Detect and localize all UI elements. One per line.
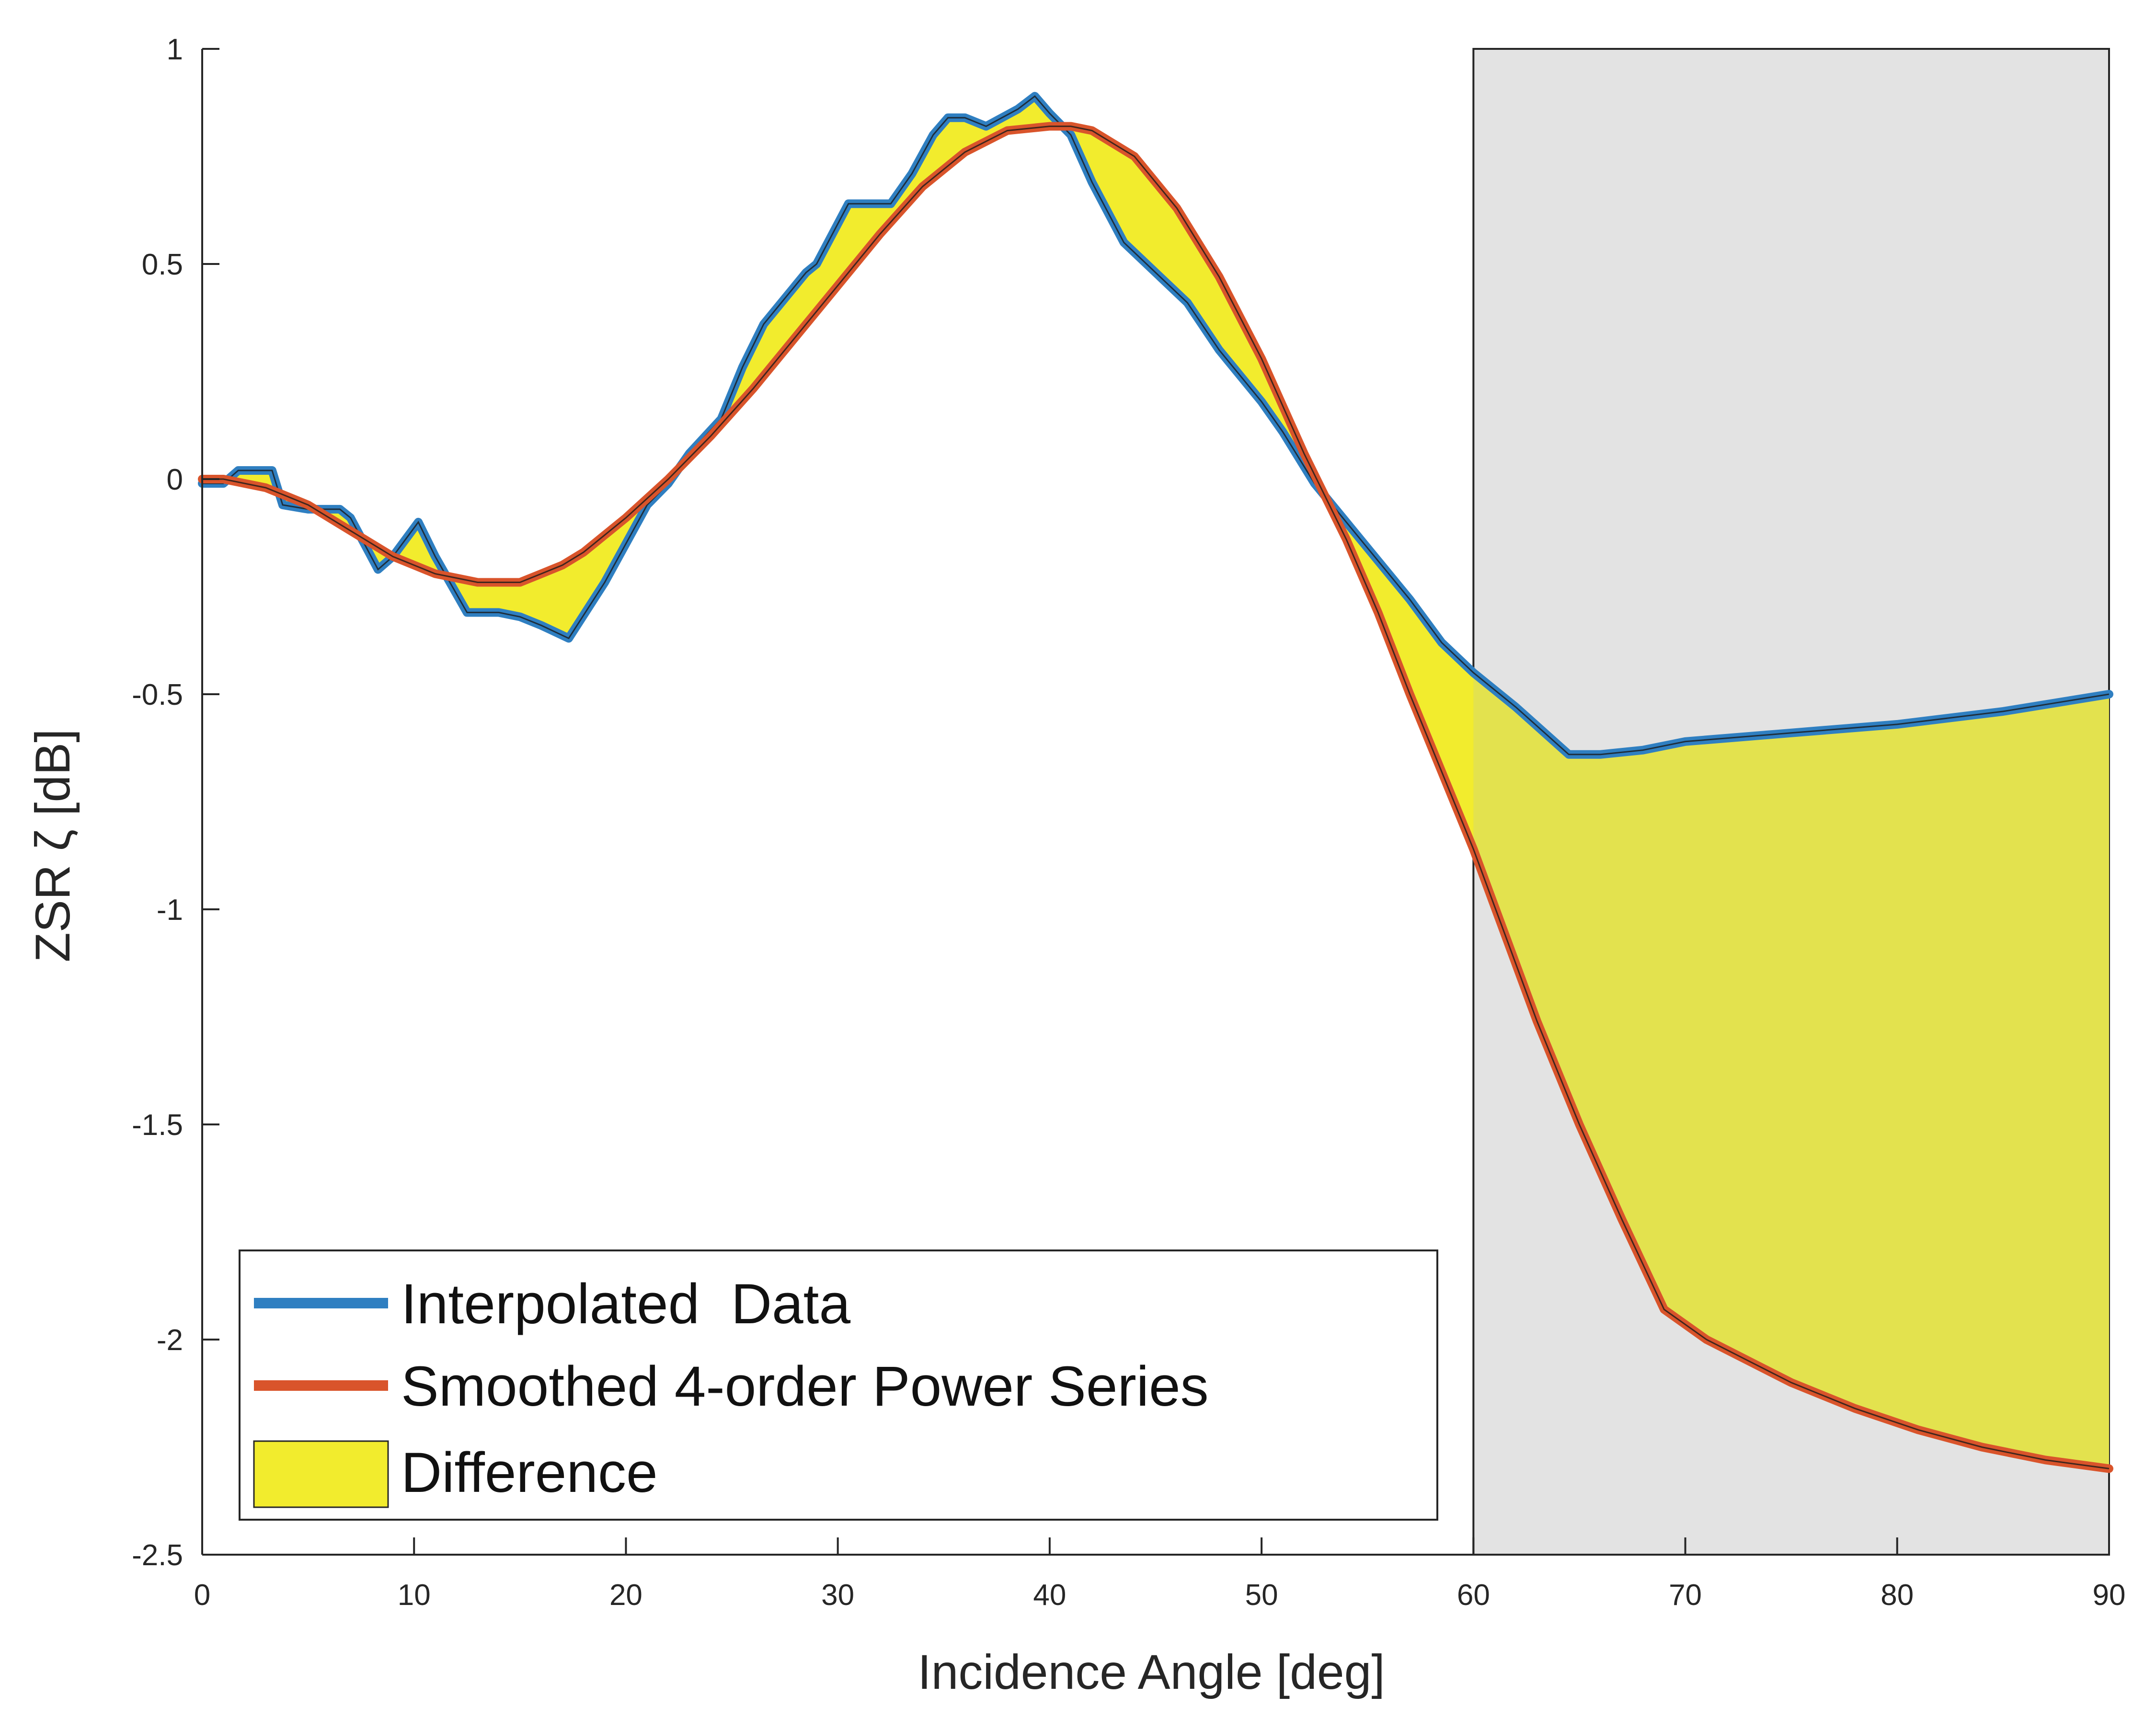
legend-swatch-difference bbox=[253, 1440, 389, 1508]
x-tick-label: 50 bbox=[1245, 1579, 1278, 1612]
legend-label-difference: Difference bbox=[401, 1441, 658, 1504]
x-tick-label: 0 bbox=[194, 1579, 210, 1612]
y-tick-label: -2 bbox=[157, 1324, 183, 1357]
y-tick-label: -1.5 bbox=[132, 1109, 183, 1142]
difference-fill-shaded bbox=[1473, 673, 2109, 1469]
legend-box bbox=[239, 1249, 1438, 1521]
x-tick-label: 10 bbox=[398, 1579, 431, 1612]
x-tick-label: 30 bbox=[821, 1579, 854, 1612]
y-tick-label: -2.5 bbox=[132, 1539, 183, 1572]
x-tick-label: 80 bbox=[1881, 1579, 1914, 1612]
x-tick-label: 60 bbox=[1457, 1579, 1490, 1612]
x-tick-label: 20 bbox=[609, 1579, 642, 1612]
legend-label-interpolated: Interpolated Data bbox=[401, 1272, 850, 1336]
x-tick-label: 40 bbox=[1033, 1579, 1066, 1612]
legend: Interpolated Data Smoothed 4-order Power… bbox=[239, 1249, 1438, 1521]
y-tick-label: -0.5 bbox=[132, 678, 183, 711]
series-outline-interpolated bbox=[202, 95, 2110, 756]
y-tick-label: 0 bbox=[167, 463, 183, 496]
series-outline-smoothed bbox=[202, 126, 2110, 1469]
x-tick-label: 70 bbox=[1669, 1579, 1702, 1612]
y-axis-label: ZSR ζ [dB] bbox=[25, 729, 80, 962]
legend-label-smoothed: Smoothed 4-order Power Series bbox=[401, 1355, 1209, 1418]
y-tick-label: 0.5 bbox=[142, 248, 183, 281]
x-axis-label: Incidence Angle [deg] bbox=[917, 1645, 1385, 1699]
y-tick-label: 1 bbox=[167, 33, 183, 66]
y-tick-label: -1 bbox=[157, 894, 183, 927]
x-tick-label: 90 bbox=[2093, 1579, 2126, 1612]
